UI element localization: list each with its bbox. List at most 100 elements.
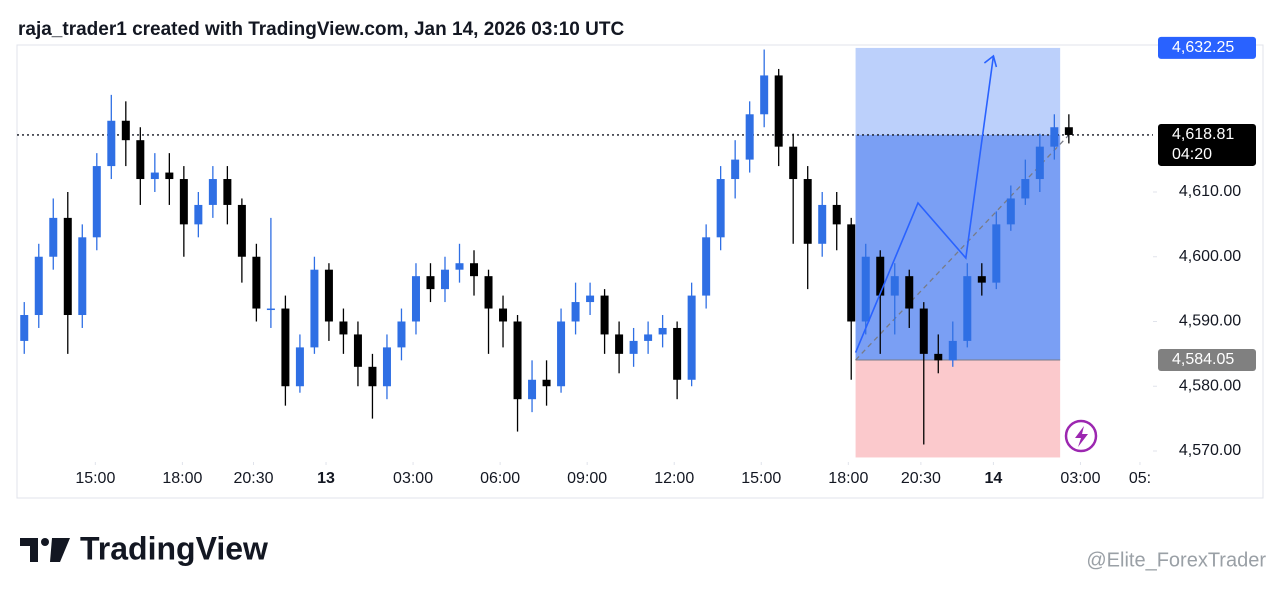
candle-body <box>252 256 261 309</box>
candle-body <box>397 321 406 348</box>
candle-body <box>324 269 333 322</box>
candle-body <box>1006 198 1015 225</box>
candle-body <box>1035 146 1044 180</box>
y-tick-label: 4,610.00 <box>1179 183 1241 200</box>
y-tick-label: 4,600.00 <box>1179 248 1241 265</box>
price-label: 4,632.25 <box>1172 39 1234 56</box>
x-tick-label: 13 <box>317 470 335 487</box>
candle-body <box>1050 127 1059 147</box>
x-tick-label: 03:00 <box>1060 470 1100 487</box>
candle-body <box>644 334 653 341</box>
candle-body <box>934 353 943 361</box>
x-tick-label: 06:00 <box>480 470 520 487</box>
candle-body <box>760 75 769 115</box>
candle-body <box>78 237 87 316</box>
y-tick-label: 4,570.00 <box>1179 442 1241 459</box>
x-tick-label: 12:00 <box>654 470 694 487</box>
candle-body <box>687 295 696 380</box>
price-label: 4,618.81 <box>1172 126 1234 143</box>
candle-body <box>223 179 232 205</box>
candle-body <box>847 224 856 322</box>
candle-body <box>237 204 246 257</box>
candle-body <box>977 276 986 283</box>
x-tick-label: 18:00 <box>828 470 868 487</box>
candle-body <box>803 179 812 244</box>
candle-body <box>499 308 508 322</box>
candle-body <box>629 340 638 354</box>
candle-body <box>208 179 217 205</box>
price-label-countdown: 04:20 <box>1172 146 1212 163</box>
candle-body <box>789 146 798 180</box>
candle-body <box>702 237 711 296</box>
candle-body <box>194 204 203 225</box>
candle-body <box>1021 179 1030 199</box>
price-label-box <box>1158 123 1256 166</box>
candle-body <box>121 120 130 141</box>
candle-body <box>165 172 174 180</box>
x-tick-label: 14 <box>985 470 1003 487</box>
candle-body <box>673 327 682 380</box>
candle-body <box>557 321 566 387</box>
candle-body <box>745 114 754 160</box>
candle-body <box>861 256 870 322</box>
candle-body <box>658 327 667 335</box>
x-tick-label: 15:00 <box>75 470 115 487</box>
candle-body <box>310 269 319 348</box>
candle-body <box>411 276 420 322</box>
chart-frame <box>16 44 1264 499</box>
candle-body <box>948 340 957 361</box>
x-tick-label: 18:00 <box>162 470 202 487</box>
candle-body <box>832 204 841 225</box>
header-title: raja_trader1 created with TradingView.co… <box>18 19 624 40</box>
y-tick-label: 4,590.00 <box>1179 313 1241 330</box>
x-tick-label: 05: <box>1129 470 1151 487</box>
candle-body <box>107 120 116 167</box>
candle-body <box>339 321 348 335</box>
candle-body <box>716 179 725 238</box>
projection-path <box>854 55 995 353</box>
candle-body <box>179 179 188 225</box>
alert-icon <box>1064 419 1098 453</box>
candle-body <box>963 276 972 341</box>
candle-body <box>513 321 522 400</box>
candle-body <box>455 263 464 270</box>
x-tick-label: 03:00 <box>393 470 433 487</box>
candle-body <box>34 256 43 316</box>
candle-body <box>150 172 159 180</box>
candle-body <box>586 295 595 303</box>
candle-body <box>368 366 377 387</box>
candle-body <box>774 75 783 147</box>
watermark: @Elite_ForexTrader <box>1086 549 1266 571</box>
candle-body <box>571 302 580 322</box>
candle-body <box>382 347 391 387</box>
x-tick-label: 09:00 <box>567 470 607 487</box>
candle-body <box>818 204 827 244</box>
candle-body <box>731 159 740 180</box>
candle-body <box>281 308 290 387</box>
projection-arrowhead <box>983 54 998 68</box>
candle-body <box>992 224 1001 283</box>
candle-body <box>470 263 479 277</box>
stop-zone <box>855 360 1061 458</box>
candle-body <box>295 347 304 387</box>
candle-body <box>905 276 914 309</box>
price-label: 4,584.05 <box>1172 351 1234 368</box>
candle-body <box>266 308 275 311</box>
price-label-box <box>1158 36 1256 59</box>
candle-body <box>876 256 885 296</box>
candle-body <box>136 140 145 180</box>
tradingview-logo: TradingView <box>20 530 268 566</box>
candle-body <box>426 276 435 290</box>
candle-body <box>20 315 29 341</box>
axes: 4,610.00 4,600.00 4,590.00 4,580.00 4,570.00… <box>75 36 1256 487</box>
candle-body <box>615 334 624 354</box>
candle-body <box>63 217 72 316</box>
candle-body <box>92 166 101 238</box>
candle-body <box>1064 127 1073 135</box>
candle-body <box>49 217 58 257</box>
candle-body <box>353 334 362 367</box>
progress-line <box>855 134 1070 361</box>
